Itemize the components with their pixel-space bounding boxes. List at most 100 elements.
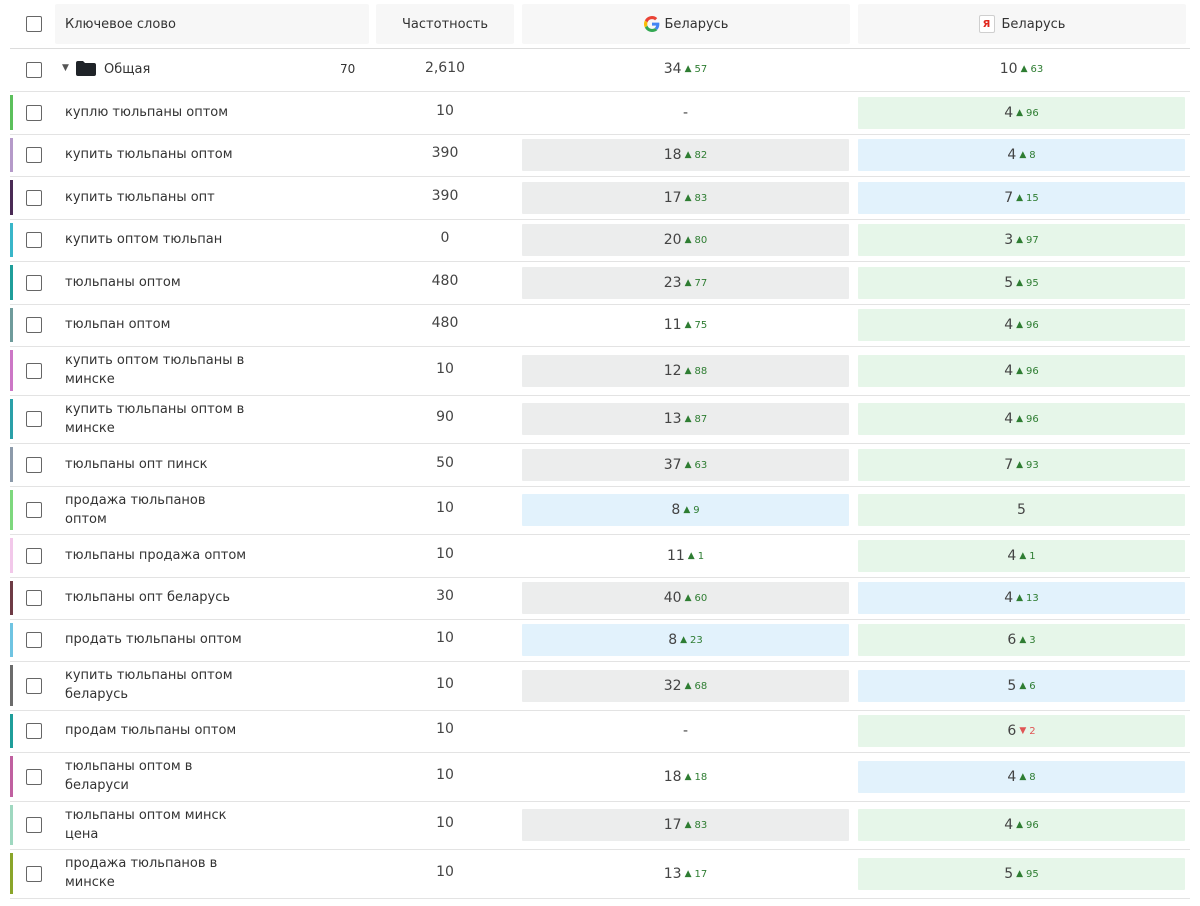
position-value: 23: [663, 275, 682, 291]
keyword-text: тюльпаны оптом минск цена: [65, 808, 227, 842]
table-row[interactable]: продам тюльпаны оптом 10 - 6 ▼ 2: [10, 710, 1190, 753]
position-value: -: [682, 723, 689, 739]
position-value: 4: [1004, 317, 1014, 333]
yandex-position-cell: 4 ▲ 96: [858, 97, 1185, 129]
delta-value: 82: [694, 149, 708, 161]
position-delta: ▲ 6: [1019, 681, 1035, 692]
position-value: 20: [663, 232, 682, 248]
row-checkbox[interactable]: [26, 411, 42, 427]
position-delta: ▲ 63: [1021, 64, 1044, 75]
table-row[interactable]: продажа тюльпанов оптом 10 8 ▲ 9 5: [10, 486, 1190, 535]
table-row[interactable]: купить оптом тюльпан 0 20 ▲ 80 3 ▲ 97: [10, 219, 1190, 262]
google-position-cell: 32 ▲ 68: [522, 670, 849, 702]
row-checkbox[interactable]: [26, 190, 42, 206]
arrow-up-icon: ▲: [684, 772, 692, 782]
table-row[interactable]: купить тюльпаны оптом в минске 90 13 ▲ 87 4 ▲ 9…: [10, 395, 1190, 444]
table-row[interactable]: тюльпаны опт пинск 50 37 ▲ 63 7 ▲ 93: [10, 443, 1190, 487]
table-row[interactable]: тюльпан оптом 480 11 ▲ 75 4 ▲ 96: [10, 304, 1190, 347]
google-position-cell: 13 ▲ 87: [522, 403, 849, 435]
arrow-up-icon: ▲: [684, 193, 692, 203]
frequency-value: 10: [436, 767, 454, 783]
delta-value: 77: [694, 277, 708, 289]
table-row[interactable]: купить тюльпаны оптом 390 18 ▲ 82 4 ▲ 8: [10, 134, 1190, 177]
delta-value: 13: [1026, 592, 1039, 604]
table-row[interactable]: тюльпаны опт беларусь 30 40 ▲ 60 4 ▲ 13: [10, 577, 1190, 620]
position-value: 18: [663, 769, 682, 785]
yandex-position-cell: 5 ▲ 6: [858, 670, 1185, 702]
position-value: 3: [1004, 232, 1014, 248]
group-checkbox[interactable]: [26, 62, 42, 78]
frequency-column-header[interactable]: Частотность: [376, 4, 514, 44]
row-checkbox[interactable]: [26, 363, 42, 379]
group-frequency: 2,610: [424, 60, 466, 76]
frequency-value: 10: [436, 630, 454, 646]
position-delta: ▲ 82: [685, 150, 708, 161]
row-checkbox[interactable]: [26, 147, 42, 163]
delta-value: 8: [1029, 771, 1036, 783]
group-yandex-position: 10 ▲ 63: [858, 53, 1185, 85]
group-row[interactable]: ▼ Общая 70 2,610 34 ▲ 57 10 ▲ 63: [10, 48, 1190, 92]
yandex-icon: Я: [978, 15, 995, 33]
frequency-value: 90: [436, 409, 454, 425]
table-row[interactable]: продать тюльпаны оптом 10 8 ▲ 23 6 ▲ 3: [10, 619, 1190, 662]
arrow-up-icon: ▲: [684, 366, 692, 376]
row-checkbox[interactable]: [26, 723, 42, 739]
position-value: 5: [1004, 275, 1014, 291]
position-value: 4: [1004, 411, 1014, 427]
keyword-text: купить тюльпаны оптом: [65, 147, 233, 162]
table-row[interactable]: купить оптом тюльпаны в минске 10 12 ▲ 88 4 ▲ 9…: [10, 346, 1190, 396]
position-value: 12: [663, 363, 682, 379]
position-value: 32: [663, 678, 682, 694]
table-row[interactable]: тюльпаны оптом 480 23 ▲ 77 5 ▲ 95: [10, 261, 1190, 305]
keyword-column-header[interactable]: Ключевое слово: [55, 4, 369, 44]
row-checkbox[interactable]: [26, 866, 42, 882]
yandex-position-cell: 5 ▲ 95: [858, 267, 1185, 299]
yandex-position-cell: 4 ▲ 8: [858, 761, 1185, 793]
row-checkbox[interactable]: [26, 317, 42, 333]
position-delta: ▲ 97: [1016, 235, 1039, 246]
yandex-column-header[interactable]: Я Беларусь: [858, 4, 1186, 44]
row-checkbox[interactable]: [26, 275, 42, 291]
arrow-up-icon: ▲: [1016, 193, 1024, 203]
table-row[interactable]: тюльпаны оптом минск цена 10 17 ▲ 83 4 ▲ 96: [10, 801, 1190, 850]
select-all-checkbox[interactable]: [26, 16, 42, 32]
row-checkbox[interactable]: [26, 678, 42, 694]
keyword-text: тюльпан оптом: [65, 317, 171, 332]
position-delta: ▲ 57: [685, 64, 708, 75]
row-checkbox[interactable]: [26, 817, 42, 833]
row-checkbox[interactable]: [26, 590, 42, 606]
position-value: 7: [1004, 457, 1014, 473]
row-color-marker: [10, 138, 13, 172]
delta-value: 75: [694, 319, 708, 331]
position-delta: ▲ 93: [1016, 460, 1039, 471]
position-value: 11: [666, 548, 685, 564]
frequency-value: 480: [431, 273, 459, 289]
row-checkbox[interactable]: [26, 105, 42, 121]
delta-value: 15: [1026, 192, 1039, 204]
collapse-caret-icon[interactable]: ▼: [62, 63, 69, 73]
row-checkbox[interactable]: [26, 502, 42, 518]
row-checkbox[interactable]: [26, 457, 42, 473]
frequency-value: 480: [431, 315, 459, 331]
google-position-cell: 11 ▲ 75: [522, 309, 849, 341]
table-row[interactable]: тюльпаны продажа оптом 10 11 ▲ 1 4 ▲ 1: [10, 534, 1190, 578]
row-color-marker: [10, 581, 13, 615]
group-name: Общая: [104, 62, 151, 77]
arrow-up-icon: ▲: [1016, 320, 1024, 330]
table-row[interactable]: тюльпаны оптом в беларуси 10 18 ▲ 18 4 ▲ 8: [10, 752, 1190, 802]
row-checkbox[interactable]: [26, 548, 42, 564]
row-color-marker: [10, 805, 13, 845]
row-checkbox[interactable]: [26, 232, 42, 248]
table-row[interactable]: купить тюльпаны оптом беларусь 10 32 ▲ 68 5 ▲ 6: [10, 661, 1190, 711]
arrow-up-icon: ▲: [1016, 108, 1024, 118]
table-row[interactable]: продажа тюльпанов в минске 10 13 ▲ 17 5 ▲ 95: [10, 849, 1190, 899]
table-row[interactable]: купить тюльпаны опт 390 17 ▲ 83 7 ▲ 15: [10, 176, 1190, 220]
table-row[interactable]: куплю тюльпаны оптом 10 - 4 ▲ 96: [10, 91, 1190, 135]
position-delta: ▲ 17: [685, 869, 708, 880]
google-position-cell: 17 ▲ 83: [522, 182, 849, 214]
row-checkbox[interactable]: [26, 632, 42, 648]
delta-value: 1: [697, 550, 705, 562]
row-checkbox[interactable]: [26, 769, 42, 785]
google-column-header[interactable]: Беларусь: [522, 4, 850, 44]
delta-value: 96: [1026, 413, 1039, 425]
